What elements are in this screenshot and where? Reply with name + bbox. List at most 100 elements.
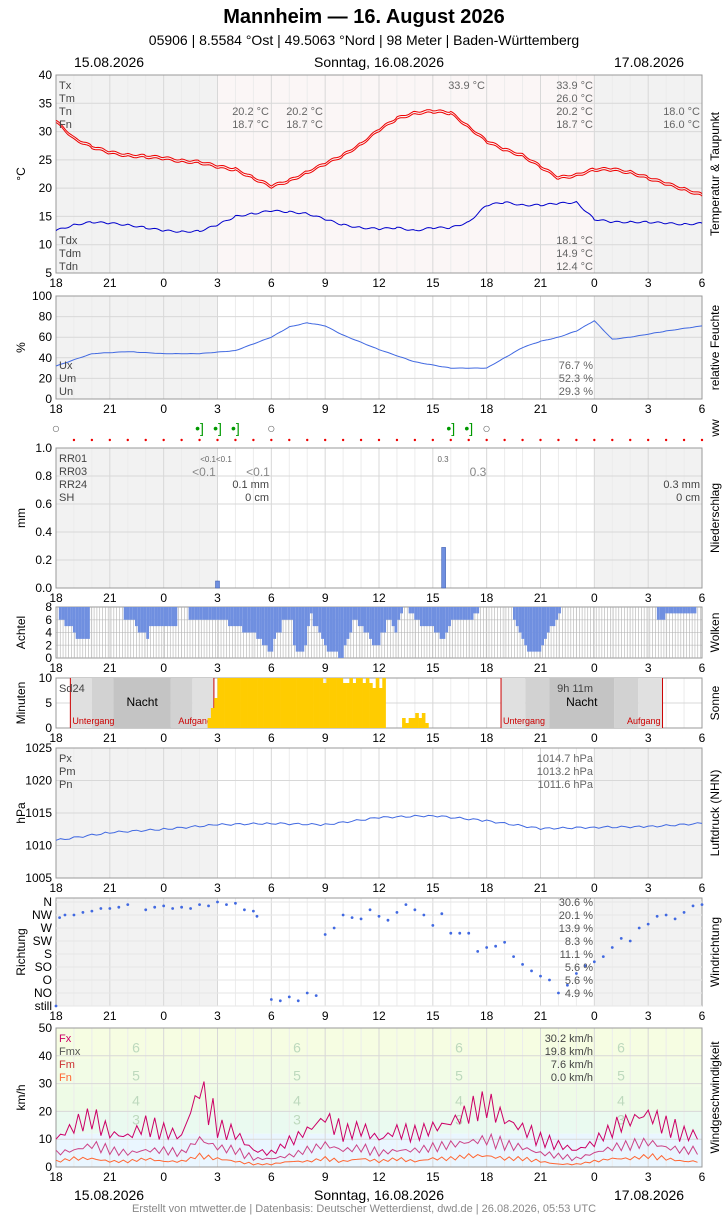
cloud-bar	[140, 607, 144, 633]
dewpoint-line	[55, 200, 703, 233]
temp-xtick: 9	[322, 276, 329, 290]
cloud-bar	[329, 607, 333, 652]
precip-mid-value: 0 cm	[245, 492, 269, 504]
winddir-point	[566, 983, 569, 987]
station-info: 05906 | 8.5584 °Ost | 49.5063 °Nord | 98…	[148, 32, 580, 48]
sun-bar	[421, 713, 426, 728]
pressure-label-Pn: Pn	[59, 779, 72, 791]
temp-ytick: 40	[39, 68, 53, 82]
sun-night-shade	[614, 678, 639, 728]
temp-xtick: 21	[534, 276, 548, 290]
temp-label-Tdx: Tdx	[59, 235, 78, 247]
sun-bar	[329, 678, 334, 728]
cloud-bar	[160, 607, 164, 627]
sun-bar	[266, 678, 271, 728]
ww-dot	[467, 438, 470, 442]
sun-bar	[296, 678, 301, 728]
pressure-right-value: 1014.7 hPa	[537, 753, 594, 765]
precip-mid-value: 0.1 mm	[232, 479, 269, 491]
precip-xtick: 12	[372, 591, 386, 605]
winddir-point	[467, 931, 471, 935]
cloud-bar	[171, 607, 175, 627]
cloud-bar	[668, 607, 671, 614]
sunset-label: Untergang	[72, 716, 114, 726]
sun-xtick: 21	[103, 731, 117, 745]
winddir-point	[485, 946, 489, 949]
temp-mid-value: 20.2 °C	[232, 106, 269, 118]
sun-night-shade	[91, 678, 114, 728]
winddir-point	[440, 912, 444, 916]
cloud-bar	[332, 607, 336, 652]
sunset-label: Untergang	[503, 716, 545, 726]
sun-bar	[339, 678, 344, 728]
sun-bar	[210, 708, 215, 728]
temp-ytick: 10	[39, 238, 53, 252]
winddir-point	[234, 901, 237, 905]
cloud-bar	[143, 607, 147, 633]
temp-ytick: 30	[39, 125, 53, 139]
precip-label-RR24: RR24	[59, 479, 87, 491]
humidity-xtick: 3	[214, 402, 221, 416]
winddir-xtick: 12	[372, 1009, 386, 1023]
cloud-bar	[360, 607, 364, 627]
ww-dot	[216, 438, 219, 442]
cloud-bar	[242, 607, 246, 633]
sun-bar	[359, 678, 363, 728]
sun-xtick: 12	[372, 731, 386, 745]
cloud-bar	[298, 607, 302, 652]
temp-xtick: 15	[426, 276, 440, 290]
winddir-point	[153, 905, 157, 909]
cloud-bar	[555, 607, 559, 620]
winddir-point	[341, 913, 345, 917]
cloud-bar	[236, 607, 240, 627]
sun-bar	[375, 678, 380, 728]
sun-bar	[247, 678, 251, 728]
ww-dot	[682, 438, 686, 442]
sun-bar	[217, 678, 222, 728]
sun-bar	[253, 678, 258, 728]
cloud-bar	[219, 607, 223, 620]
ww-dot	[575, 438, 578, 442]
beaufort-label: 5	[455, 1067, 463, 1083]
cloud-bar	[676, 607, 680, 614]
precip-ytick: 0.2	[35, 553, 52, 567]
clouds-xtick: 21	[103, 661, 117, 675]
cloud-bar	[75, 607, 79, 639]
temp-label-Tm: Tm	[59, 93, 75, 105]
ww-dot	[646, 438, 650, 442]
cloud-bar	[411, 607, 415, 614]
winddir-point	[377, 914, 381, 918]
cloud-bar	[414, 607, 418, 620]
cloud-bar	[532, 607, 536, 652]
clouds-xtick: 9	[322, 661, 329, 675]
cloud-bar	[315, 607, 319, 627]
clouds-ytick: 2	[45, 638, 52, 652]
pressure-ytick: 1015	[25, 806, 52, 820]
cloud-bar	[386, 607, 389, 620]
sun-xtick: 0	[591, 731, 598, 745]
precip-label-RR01: RR01	[59, 453, 87, 465]
winddir-point	[610, 946, 614, 949]
winddir-point	[323, 933, 327, 936]
pressure-ytick: 1020	[25, 774, 52, 788]
beaufort-label: 6	[455, 1039, 463, 1055]
temp-right-value: 18.7 °C	[556, 119, 593, 131]
cloud-bar	[132, 607, 135, 620]
winddir-point	[422, 913, 426, 917]
windspeed-xtick: 21	[103, 1170, 117, 1184]
winddir-point	[664, 913, 668, 917]
cloud-bar	[290, 607, 293, 620]
winddir-point	[368, 908, 372, 912]
humidity-panel	[55, 295, 703, 400]
ww-dot	[72, 438, 76, 442]
sun-bar	[326, 678, 330, 728]
cloud-bar	[261, 607, 265, 646]
temp-xtick: 3	[214, 276, 221, 290]
cloud-bar	[312, 607, 316, 627]
winddir-point	[359, 917, 363, 921]
ww-right-label: ww	[708, 419, 722, 438]
temp-right-value: 18.1 °C	[556, 235, 593, 247]
clouds-xtick: 21	[534, 661, 548, 675]
beaufort-label: 4	[455, 1092, 463, 1108]
cloud-bar	[434, 607, 437, 633]
